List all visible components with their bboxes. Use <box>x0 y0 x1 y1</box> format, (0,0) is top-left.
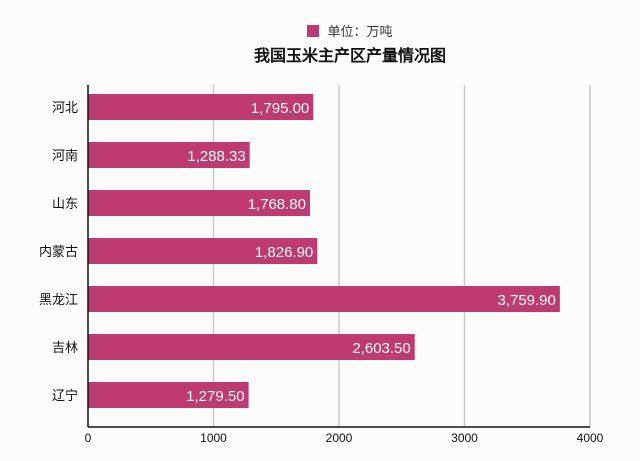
bar <box>88 286 560 312</box>
data-label: 1,288.33 <box>187 148 245 165</box>
y-tick-label: 吉林 <box>52 341 78 356</box>
bar <box>88 190 310 216</box>
x-tick-label: 2000 <box>326 431 353 445</box>
y-tick-label: 河南 <box>52 148 78 164</box>
legend-swatch <box>307 25 320 37</box>
x-tick-label: 4000 <box>577 431 604 445</box>
legend: 单位：万吨 <box>0 21 640 40</box>
legend-label: 单位：万吨 <box>327 25 393 40</box>
data-label: 2,603.50 <box>352 340 410 357</box>
bar <box>88 142 250 168</box>
y-tick-label: 辽宁 <box>52 388 78 404</box>
chart-title: 我国玉米主产区产量情况图 <box>253 46 446 65</box>
data-label: 1,279.50 <box>186 388 244 405</box>
y-tick-label: 山东 <box>52 197 78 212</box>
x-tick-label: 1000 <box>200 431 227 445</box>
data-label: 3,759.90 <box>497 292 555 309</box>
bar <box>88 382 249 408</box>
y-tick-label: 黑龙江 <box>39 293 78 308</box>
data-label: 1,795.00 <box>251 100 309 117</box>
bar <box>88 334 415 360</box>
data-label: 1,768.80 <box>248 196 306 213</box>
data-label: 1,826.90 <box>255 244 313 261</box>
bar <box>88 94 314 120</box>
y-tick-label: 内蒙古 <box>39 244 78 260</box>
y-tick-label: 河北 <box>52 101 78 116</box>
x-tick-label: 0 <box>85 431 92 445</box>
x-tick-label: 3000 <box>451 431 478 445</box>
bar <box>88 238 318 264</box>
